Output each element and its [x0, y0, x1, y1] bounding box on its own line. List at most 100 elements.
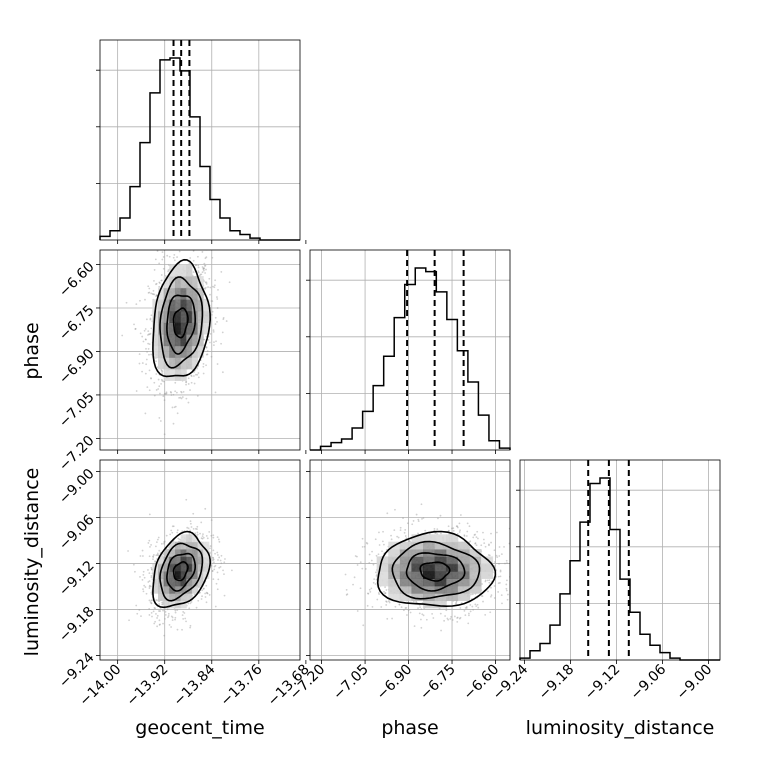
- sample-point: [209, 551, 211, 554]
- density-bin: [203, 541, 210, 550]
- density-bin: [186, 556, 193, 565]
- density-bin: [163, 563, 170, 572]
- sample-point: [196, 531, 199, 534]
- histogram-panel-geocent-time: [96, 39, 307, 244]
- sample-point: [487, 590, 489, 593]
- sample-point: [161, 258, 164, 261]
- sample-point: [217, 538, 220, 541]
- density-bin: [434, 593, 447, 602]
- sample-point: [146, 350, 148, 353]
- sample-point: [190, 374, 193, 377]
- sample-point: [452, 529, 455, 532]
- sample-point: [159, 392, 161, 395]
- density-bin: [411, 563, 424, 572]
- sample-point: [433, 527, 436, 530]
- sample-point: [475, 536, 478, 539]
- density-bin: [376, 578, 389, 587]
- sample-point: [201, 266, 204, 268]
- sample-point: [175, 391, 178, 394]
- sample-point: [439, 612, 442, 615]
- sample-point: [151, 615, 153, 618]
- sample-point: [192, 250, 195, 252]
- histogram-bar: [363, 411, 374, 450]
- sample-point: [500, 553, 503, 556]
- sample-point: [384, 586, 386, 588]
- sample-point: [218, 540, 221, 543]
- sample-point: [153, 279, 155, 282]
- sample-point: [370, 587, 373, 590]
- sample-point: [158, 417, 161, 419]
- contour-line: [166, 552, 196, 592]
- panel-frame: [99, 249, 301, 451]
- sample-point: [214, 552, 216, 555]
- sample-point: [212, 344, 215, 347]
- sample-point: [165, 534, 168, 537]
- sample-point: [356, 555, 358, 558]
- sample-point: [474, 542, 477, 545]
- sample-point: [437, 517, 439, 520]
- histogram-bar: [210, 200, 220, 240]
- sample-point: [169, 533, 172, 536]
- sample-point: [148, 614, 151, 616]
- sample-point: [209, 547, 211, 550]
- sample-point: [147, 334, 149, 336]
- sample-point: [463, 534, 466, 537]
- sample-point: [170, 615, 173, 618]
- density-bin: [158, 585, 165, 594]
- sample-point: [212, 285, 214, 288]
- sample-point: [197, 372, 200, 374]
- sample-point: [176, 256, 178, 258]
- sample-point: [374, 571, 377, 574]
- sample-point: [417, 532, 419, 535]
- sample-point: [183, 612, 186, 614]
- sample-point: [405, 537, 408, 540]
- sample-point: [216, 588, 219, 591]
- sample-point: [153, 269, 156, 271]
- density-bin: [457, 578, 470, 587]
- sample-point: [216, 320, 218, 323]
- sample-point: [176, 628, 179, 631]
- sample-point: [505, 589, 508, 592]
- sample-point: [352, 583, 354, 586]
- sample-point: [184, 617, 187, 620]
- density-bin: [186, 563, 193, 572]
- density-bin: [411, 549, 424, 557]
- density-bin: [446, 563, 459, 572]
- sample-point: [409, 611, 412, 614]
- sample-point: [213, 341, 215, 344]
- histogram-bar: [570, 561, 580, 660]
- sample-point: [422, 517, 425, 519]
- sample-point: [484, 579, 487, 582]
- sample-point: [167, 616, 169, 619]
- sample-point: [220, 562, 223, 565]
- sample-point: [160, 279, 163, 282]
- density-bin: [446, 593, 459, 602]
- density-bin: [163, 299, 170, 312]
- sample-point: [158, 281, 161, 284]
- density-bin: [446, 556, 459, 565]
- sample-point: [496, 556, 499, 559]
- sample-point: [366, 542, 369, 545]
- sample-point: [456, 616, 459, 619]
- sample-point: [154, 560, 157, 563]
- sample-point: [221, 331, 224, 334]
- sample-point: [178, 538, 181, 541]
- sample-point: [187, 602, 190, 605]
- density-bin: [191, 334, 199, 347]
- sample-point: [154, 620, 157, 623]
- x-label-luminosity-distance: luminosity_distance: [526, 717, 715, 739]
- sample-point: [148, 291, 151, 294]
- sample-point: [141, 335, 144, 338]
- sample-point: [345, 588, 348, 591]
- sample-point: [493, 549, 496, 552]
- sample-point: [202, 269, 205, 272]
- sample-point: [144, 412, 147, 415]
- density-bin: [434, 556, 447, 565]
- sample-point: [219, 559, 222, 562]
- sample-point: [155, 360, 157, 363]
- sample-point: [187, 383, 190, 385]
- density-bin: [197, 299, 204, 312]
- density-bin: [197, 276, 204, 289]
- density-bin: [388, 578, 401, 587]
- sample-point: [150, 591, 153, 594]
